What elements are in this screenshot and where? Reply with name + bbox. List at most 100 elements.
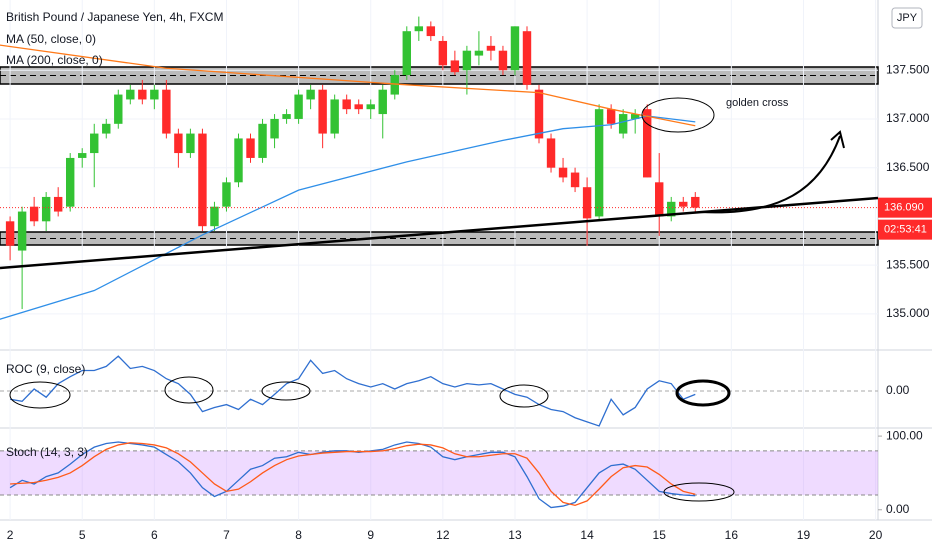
candle-body [90,133,99,154]
candle-body [53,196,63,212]
candle-body [438,40,448,66]
candle-body [65,157,75,207]
candle-body [102,123,111,134]
currency-badge[interactable] [891,7,923,29]
moving-average [0,44,696,127]
candle-body [474,50,484,56]
x-tick-label: 19 [797,528,811,542]
highlight-ellipse [675,379,731,407]
candle-body [258,123,267,158]
candle-body [570,172,580,188]
x-tick-label: 14 [580,528,594,542]
candle-body [498,50,508,71]
candle-body [41,196,51,222]
pane-title: ROC (9, close) [6,362,85,376]
candle-body [246,138,255,158]
candle-body [330,99,339,134]
arrow-head [830,130,845,149]
candle-body [342,99,351,110]
candle-body [114,94,123,124]
last-price-box [878,197,932,218]
candle-body [150,89,159,100]
candle-body [402,31,411,76]
highlight-ellipse [499,384,549,408]
x-tick-label: 16 [725,528,739,542]
candle-body [306,89,315,100]
candle-body [162,89,171,134]
currency: JPY [897,12,918,24]
candle-body [594,109,604,217]
y-tick-label: 0.00 [886,502,910,516]
candle-body [318,89,327,134]
x-tick-label: 12 [436,528,450,542]
indicator-line [9,355,696,427]
candle-body [234,138,243,183]
candle-body [655,182,664,217]
highlight-ellipse [261,381,311,401]
x-tick-label: 15 [653,528,667,542]
candle-body [618,114,628,134]
candle-body [546,138,556,168]
candle-body [462,50,472,71]
x-tick-label: 20 [869,528,883,542]
candle-body [29,206,39,222]
candle-body [17,211,27,251]
y-tick-label: 137.500 [886,62,930,76]
legend-entry: MA (50, close, 0) [6,32,96,46]
trendline [0,196,879,270]
indicator-line [10,442,696,507]
candle-body [679,201,688,207]
y-tick-label: 136.500 [886,160,930,174]
candle-body [522,31,532,85]
annotation: golden cross [726,97,789,109]
countdown-label: 02:53:41 [884,224,927,236]
candle-body [186,133,195,154]
candle-body [510,26,520,71]
candle-body [198,133,207,227]
projection-arrow [699,135,841,214]
candle-body [222,182,231,207]
y-tick-label: 135.500 [886,257,930,271]
x-tick-label: 13 [508,528,522,542]
candle-body [606,109,616,124]
legend-entry: MA (200, close, 0) [6,53,103,67]
candle-body [5,221,15,246]
candle-body [378,89,387,115]
candle-body [486,45,496,51]
chart-title: British Pound / Japanese Yen, 4h, FXCM [6,10,223,24]
candle-body [294,94,303,119]
candle-body [450,60,460,73]
resistance-zone [0,66,879,85]
candle-body [126,89,135,100]
band-fill [0,450,878,496]
highlight-ellipse [641,97,715,133]
candle-body [642,109,652,178]
countdown-box [878,219,932,240]
y-tick-label: 100.00 [886,428,923,442]
candle-body [282,114,291,119]
candle-body [390,75,399,95]
candle-body [534,89,544,139]
highlight-ellipse [164,376,214,404]
y-tick-label: 135.000 [886,306,930,320]
x-tick-label: 8 [295,528,302,542]
highlight-ellipse [9,381,71,409]
candle-body [270,118,279,139]
candle-body [426,26,436,37]
last-price-label: 136.090 [884,202,924,214]
x-tick-label: 6 [151,528,158,542]
candle-body [354,104,363,110]
candle-body [630,114,640,119]
candle-body [667,201,676,217]
candle-body [174,133,183,154]
highlight-ellipse [663,482,735,502]
candle-body [366,104,375,110]
x-tick-label: 7 [223,528,230,542]
candle-body [78,153,87,158]
pane-title: Stoch (14, 3, 3) [6,445,88,459]
candle-body [414,26,424,32]
x-tick-label: 9 [367,528,374,542]
x-tick-label: 5 [79,528,86,542]
y-tick-label: 137.000 [886,111,930,125]
